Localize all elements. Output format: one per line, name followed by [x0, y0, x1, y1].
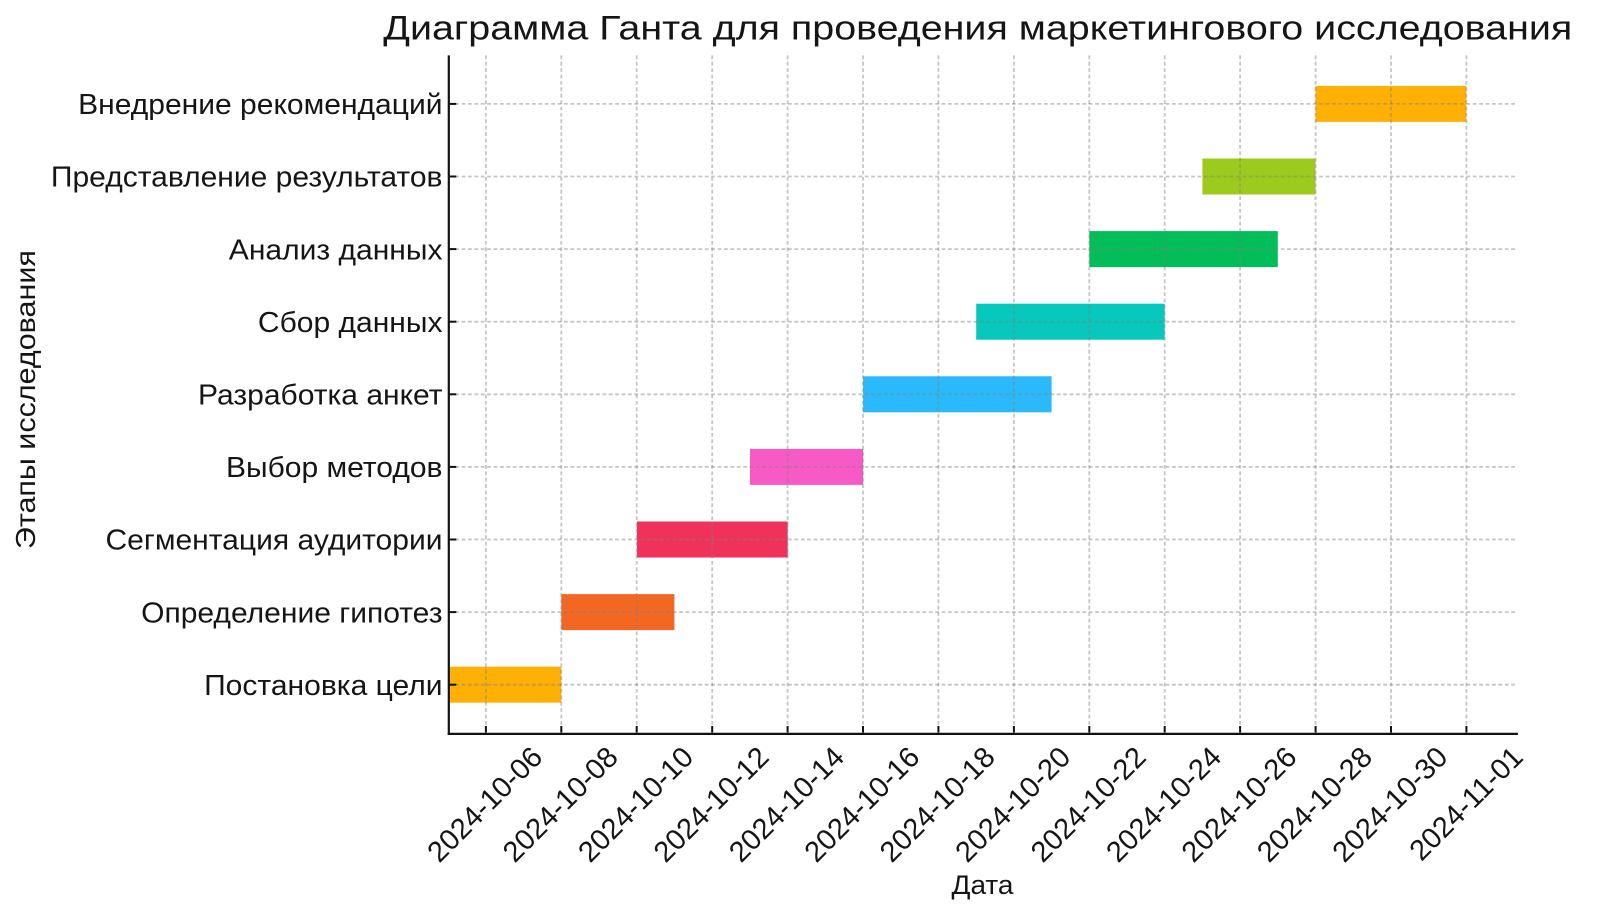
svg-text:Определение гипотез: Определение гипотез [141, 597, 442, 629]
svg-text:Внедрение рекомендаций: Внедрение рекомендаций [78, 89, 442, 121]
svg-text:Сбор данных: Сбор данных [258, 307, 443, 339]
svg-text:Выбор методов: Выбор методов [226, 452, 443, 484]
svg-text:Диаграмма Ганта для проведения: Диаграмма Ганта для проведения маркетинг… [383, 10, 1572, 48]
svg-text:Представление результатов: Представление результатов [51, 162, 443, 194]
svg-text:Этапы исследования: Этапы исследования [10, 250, 41, 549]
svg-text:Анализ данных: Анализ данных [229, 234, 443, 266]
svg-text:Разработка анкет: Разработка анкет [198, 380, 443, 412]
svg-text:Дата: Дата [952, 870, 1014, 900]
svg-text:Постановка цели: Постановка цели [204, 670, 442, 702]
svg-text:Сегментация аудитории: Сегментация аудитории [106, 525, 443, 557]
